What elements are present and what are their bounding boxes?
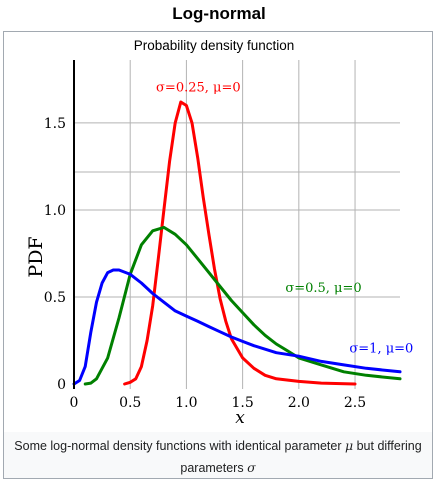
- series-label: σ=1, μ=0: [349, 342, 413, 357]
- series-line: [123, 100, 357, 386]
- series-line: [72, 268, 402, 386]
- pdf-chart: Probability density function 0 0.5 1.0 1.5 2…: [4, 32, 432, 432]
- x-tick-label: 0.5: [119, 395, 141, 411]
- y-tick-labels: 0 0.5 1.0 1.5: [44, 116, 66, 393]
- x-tick-label: 2.5: [344, 395, 366, 411]
- series-label: σ=0.25, μ=0: [156, 81, 241, 96]
- chart-title: Probability density function: [134, 38, 295, 53]
- x-tick-label: 2.0: [288, 395, 310, 411]
- y-tick-label: 0.5: [44, 290, 66, 306]
- infobox-title: Log-normal: [172, 4, 266, 23]
- caption-text-2: but differing parameters: [180, 439, 422, 475]
- series-labels: σ=0.25, μ=0 σ=0.5, μ=0 σ=1, μ=0: [156, 81, 413, 357]
- figure-caption: Some log-normal density functions with i…: [6, 435, 430, 479]
- grid-lines: [74, 60, 400, 389]
- x-tick-label: 1.5: [231, 395, 253, 411]
- y-tick-label: 0: [57, 377, 66, 393]
- x-tick-label: 0: [70, 395, 79, 411]
- caption-sigma-symbol: σ: [247, 460, 256, 475]
- x-axis-label: x: [235, 408, 245, 428]
- series-label: σ=0.5, μ=0: [285, 281, 361, 296]
- y-axis-label: PDF: [25, 236, 47, 277]
- caption-text-1: Some log-normal density functions with i…: [14, 439, 345, 453]
- y-tick-label: 1.0: [44, 203, 66, 219]
- data-series: [72, 100, 402, 386]
- caption-mu-symbol: μ: [345, 438, 354, 453]
- x-tick-label: 1.0: [175, 395, 197, 411]
- series-line: [83, 225, 402, 386]
- x-tick-labels: 0 0.5 1.0 1.5 2.0 2.5: [70, 395, 367, 411]
- y-tick-label: 1.5: [44, 116, 66, 132]
